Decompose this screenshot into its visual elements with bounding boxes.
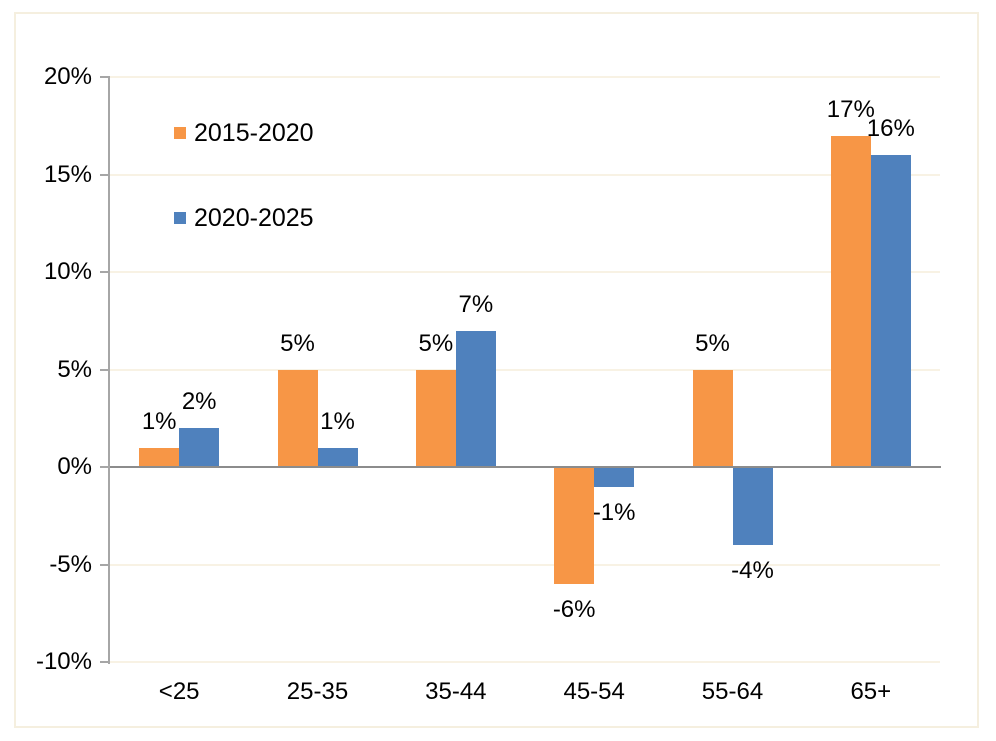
- data-label: 5%: [695, 329, 730, 357]
- zero-axis-line: [110, 466, 941, 468]
- gridline: [110, 661, 940, 663]
- bar-2015-2020-25-35: [277, 369, 318, 467]
- bar-2020-2025-55-64: [732, 467, 773, 545]
- data-label: 5%: [280, 329, 315, 357]
- bar-2020-2025-25-35: [317, 447, 358, 467]
- x-axis-label-65+: 65+: [850, 678, 892, 705]
- y-axis-label: 20%: [43, 63, 92, 90]
- bar-2015-2020-<25: [139, 447, 180, 467]
- x-axis-label-55-64: 55-64: [701, 678, 764, 705]
- data-label: 7%: [458, 290, 494, 318]
- bar-2020-2025-45-54: [594, 467, 635, 487]
- y-axis-line: [108, 77, 110, 664]
- legend-label: 2020-2025: [194, 204, 314, 232]
- y-axis-tick: [100, 76, 110, 78]
- data-label: -4%: [731, 557, 774, 584]
- data-label: 16%: [866, 115, 915, 142]
- gridline: [110, 173, 940, 176]
- gridline: [110, 271, 940, 273]
- x-axis-label-25-35: 25-35: [286, 678, 349, 705]
- y-axis-label: 10%: [43, 258, 92, 285]
- legend-color-swatch-icon: [174, 127, 186, 139]
- bar-2015-2020-45-54: [554, 467, 595, 584]
- bar-2015-2020-35-44: [415, 369, 456, 467]
- bar-2015-2020-55-64: [692, 369, 733, 467]
- data-label: 5%: [418, 329, 454, 357]
- y-axis-label: -10%: [35, 648, 92, 675]
- data-label: -6%: [552, 596, 596, 623]
- bar-2020-2025-65+: [870, 155, 911, 467]
- x-axis-label-45-54: 45-54: [563, 678, 625, 705]
- legend-label: 2015-2020: [194, 119, 314, 147]
- gridline: [110, 368, 940, 371]
- bar-2020-2025-<25: [179, 428, 220, 467]
- bar-2020-2025-35-44: [455, 330, 496, 467]
- y-axis-tick: [100, 173, 110, 176]
- legend-color-swatch-icon: [174, 212, 186, 224]
- data-label: 17%: [826, 95, 875, 123]
- bar-2015-2020-65+: [830, 135, 871, 467]
- gridline: [110, 76, 940, 78]
- data-label: -1%: [592, 498, 636, 526]
- data-label: 2%: [181, 388, 217, 415]
- legend-item-2020-2025: 2020-2025: [174, 204, 314, 232]
- y-axis-tick: [100, 661, 110, 663]
- y-axis-tick: [100, 466, 110, 468]
- y-axis-label: 5%: [57, 355, 92, 383]
- data-label: 1%: [141, 407, 177, 435]
- y-axis-label: 0%: [57, 453, 92, 480]
- legend-item-2015-2020: 2015-2020: [174, 119, 314, 147]
- y-axis-tick: [100, 271, 110, 273]
- y-axis-tick: [100, 563, 110, 566]
- x-axis-label-35-44: 35-44: [425, 678, 487, 705]
- y-axis-tick: [100, 368, 110, 371]
- y-axis-label: 15%: [43, 160, 92, 188]
- y-axis-label: -5%: [49, 550, 92, 578]
- x-axis-label-<25: <25: [158, 678, 200, 705]
- data-label: 1%: [320, 407, 355, 435]
- gridline: [110, 563, 940, 566]
